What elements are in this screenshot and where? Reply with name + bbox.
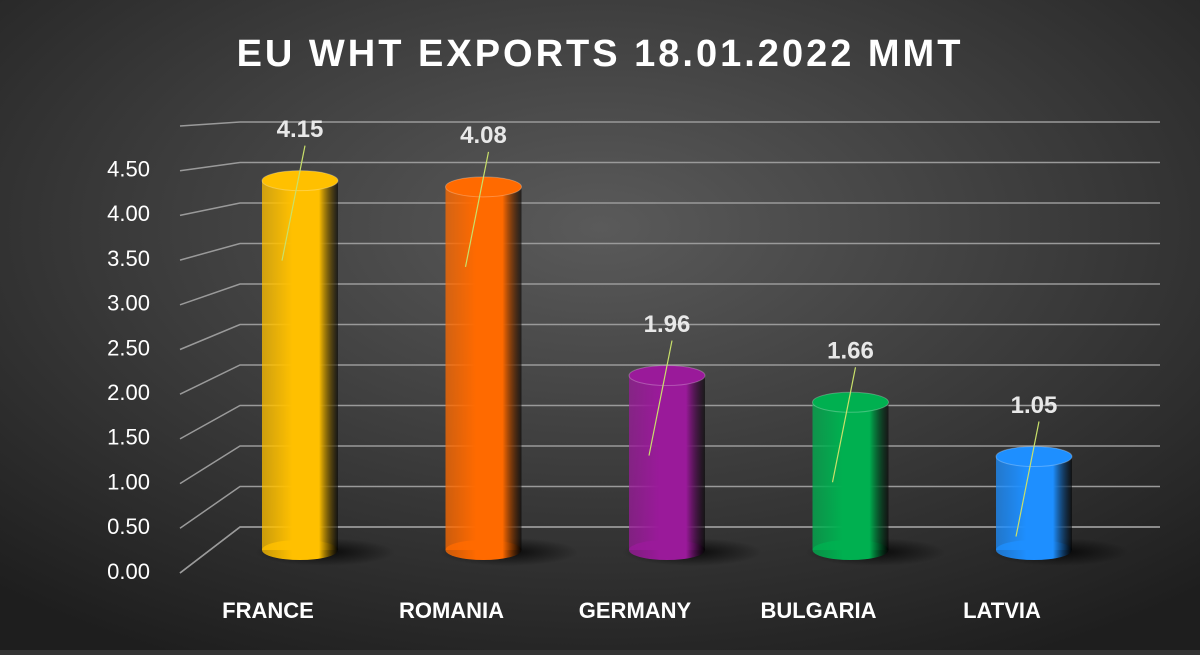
axis-frame (179, 121, 1160, 127)
grid-line (179, 283, 1160, 306)
bar (812, 391, 889, 560)
y-tick-label: 4.00 (107, 201, 150, 226)
bar-bottom (262, 540, 338, 560)
y-tick-label: 3.00 (107, 291, 150, 316)
value-label: 1.66 (827, 338, 874, 365)
value-label: 1.96 (644, 311, 691, 338)
x-tick-label: LATVIA (963, 598, 1041, 623)
bar-bottom (629, 540, 705, 560)
grid-line (179, 161, 1160, 172)
grid-line (179, 364, 1160, 395)
leader-line (831, 367, 857, 483)
y-tick-label: 3.50 (107, 246, 150, 271)
grid-line (179, 202, 1160, 217)
value-label: 1.05 (1011, 392, 1058, 419)
leader-line (464, 151, 490, 267)
bar-body (629, 375, 705, 550)
bar-body (996, 456, 1072, 550)
leader-line (1015, 421, 1040, 537)
value-label: 4.15 (277, 116, 324, 143)
bar-body (445, 186, 522, 550)
bar (628, 365, 706, 560)
leader-line (281, 145, 306, 261)
bar (445, 176, 522, 560)
grid-line (179, 323, 1160, 351)
x-tick-label: ROMANIA (399, 598, 504, 623)
grid-line (179, 242, 1160, 261)
y-tick-label: 1.00 (107, 469, 150, 494)
y-tick-label: 2.00 (107, 380, 150, 405)
y-tick-label: 0.00 (107, 559, 150, 584)
x-tick-label: GERMANY (579, 598, 692, 623)
y-tick-label: 4.50 (107, 157, 150, 182)
y-tick-label: 1.50 (107, 425, 150, 450)
bar-body (262, 180, 338, 550)
bar-body (812, 402, 889, 550)
x-tick-label: FRANCE (222, 598, 314, 623)
y-tick-label: 0.50 (107, 514, 150, 539)
bar-bottom (812, 540, 889, 560)
x-tick-label: BULGARIA (760, 598, 876, 623)
bar-bottom (996, 540, 1072, 560)
chart-title: EU WHT EXPORTS 18.01.2022 MMT (237, 33, 964, 75)
y-tick-label: 2.50 (107, 335, 150, 360)
value-label: 4.08 (460, 122, 507, 149)
leader-line (648, 340, 673, 456)
bar (261, 170, 339, 560)
bar-bottom (445, 540, 522, 560)
bar (995, 446, 1073, 560)
